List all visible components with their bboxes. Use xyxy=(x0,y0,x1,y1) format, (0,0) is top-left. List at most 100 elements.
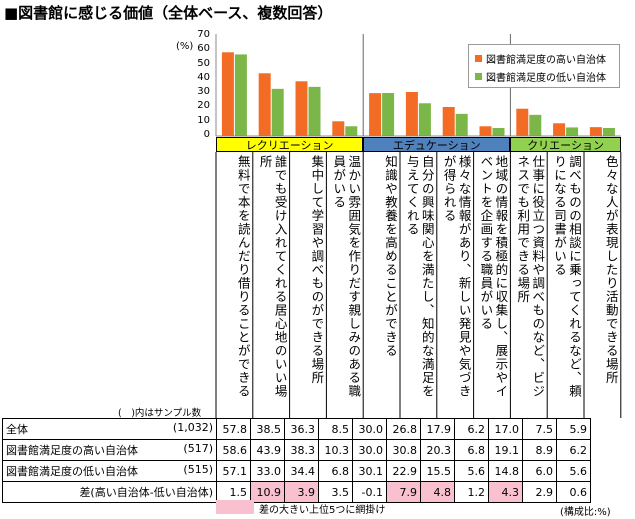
cell-diff-4: -0.1 xyxy=(352,481,387,503)
cell-high-4: 30.0 xyxy=(352,439,387,461)
category-label-5: 自分の興味関心を満たし、知的な満足を与えてくれる xyxy=(404,155,435,398)
table-unit-note: (構成比:%) xyxy=(560,507,611,518)
cell-high-8: 19.1 xyxy=(488,439,523,461)
legend-label-high: 図書館満足度の高い自治体 xyxy=(486,55,606,66)
cell-total-8: 17.0 xyxy=(488,418,523,440)
cell-low-2: 34.4 xyxy=(284,460,319,482)
category-label-4: 知識や教養を高めることができる xyxy=(382,155,398,358)
cell-diff-3: 3.5 xyxy=(318,481,353,503)
cell-total-0: 57.8 xyxy=(216,418,251,440)
legend-label-low: 図書館満足度の低い自治体 xyxy=(486,73,606,84)
cell-high-3: 10.3 xyxy=(318,439,353,461)
category-label-10: 色々な人が表現したり活動できる場所 xyxy=(603,155,619,385)
group-band-2: クリエーション xyxy=(510,137,621,152)
bar-low-2 xyxy=(308,86,321,136)
category-label-7: 地域の情報を積極的に収集し、展示やイベントを企画する職員がいる xyxy=(478,155,509,398)
cell-high-7: 6.8 xyxy=(454,439,489,461)
bar-high-8 xyxy=(516,108,529,136)
cell-low-10: 5.6 xyxy=(556,460,591,482)
cell-diff-7: 1.2 xyxy=(454,481,489,503)
sample-size-note: ( )内はサンプル数 xyxy=(118,408,202,419)
cell-low-1: 33.0 xyxy=(250,460,285,482)
row-label-high-text: 図書館満足度の高い自治体 xyxy=(6,444,138,457)
cell-low-3: 6.8 xyxy=(318,460,353,482)
row-label-high: 図書館満足度の高い自治体 (517) xyxy=(2,439,217,461)
cell-total-3: 8.5 xyxy=(318,418,353,440)
cell-high-6: 20.3 xyxy=(420,439,455,461)
cell-high-0: 58.6 xyxy=(216,439,251,461)
cell-total-6: 17.9 xyxy=(420,418,455,440)
row-label-low: 図書館満足度の低い自治体 (515) xyxy=(2,460,217,482)
bar-high-5 xyxy=(405,92,418,136)
y-tick-label: 40 xyxy=(197,71,210,83)
bar-high-1 xyxy=(258,73,271,136)
row-label-total: 全体 (1,032) xyxy=(2,418,217,440)
cell-diff-9: 2.9 xyxy=(522,481,557,503)
cell-high-9: 8.9 xyxy=(522,439,557,461)
group-band-0: レクリエーション xyxy=(216,137,364,152)
cell-diff-10: 0.6 xyxy=(556,481,591,503)
legend-item-low: 図書館満足度の低い自治体 xyxy=(475,69,606,84)
row-label-low-n: (515) xyxy=(183,463,213,476)
category-label-8: 仕事に役立つ資料や調べものなど、ビジネスでも利用できる場所 xyxy=(515,155,546,398)
table-row-low: 図書館満足度の低い自治体 (515) 57.1 33.0 34.4 6.8 30.1 22… xyxy=(2,460,591,482)
cell-high-1: 43.9 xyxy=(250,439,285,461)
legend-item-high: 図書館満足度の高い自治体 xyxy=(475,51,606,66)
cell-low-7: 5.6 xyxy=(454,460,489,482)
cell-total-10: 5.9 xyxy=(556,418,591,440)
category-label-0: 無料で本を読んだり借りることができる xyxy=(235,155,251,398)
bar-low-10 xyxy=(602,128,615,136)
bar-high-3 xyxy=(332,121,345,136)
category-label-1: 誰でも受け入れてくれる居心地のいい場所 xyxy=(257,155,288,398)
row-label-total-n: (1,032) xyxy=(172,421,213,434)
y-tick-label: 10 xyxy=(197,114,210,126)
cell-diff-1: 10.9 xyxy=(250,481,285,503)
cell-total-7: 6.2 xyxy=(454,418,489,440)
cell-diff-8: 4.3 xyxy=(488,481,523,503)
bar-low-8 xyxy=(529,114,542,136)
cell-total-4: 30.0 xyxy=(352,418,387,440)
cell-total-2: 36.3 xyxy=(284,418,319,440)
row-label-total-text: 全体 xyxy=(6,423,28,436)
bar-low-9 xyxy=(566,127,579,136)
cell-total-9: 7.5 xyxy=(522,418,557,440)
table-row-high: 図書館満足度の高い自治体 (517) 58.6 43.9 38.3 10.3 30.0 3… xyxy=(2,439,591,461)
cell-low-5: 22.9 xyxy=(386,460,421,482)
row-label-low-text: 図書館満足度の低い自治体 xyxy=(6,465,138,478)
bar-low-7 xyxy=(492,128,505,136)
cell-low-8: 14.8 xyxy=(488,460,523,482)
y-tick-label: 50 xyxy=(197,57,210,69)
bar-high-9 xyxy=(553,123,566,136)
bar-low-6 xyxy=(455,113,468,136)
chart-title: ■図書館に感じる価値（全体ベース、複数回答） xyxy=(4,4,333,22)
row-label-high-n: (517) xyxy=(183,442,213,455)
bar-high-7 xyxy=(479,126,492,136)
cell-low-4: 30.1 xyxy=(352,460,387,482)
bar-high-10 xyxy=(589,127,602,136)
bar-low-4 xyxy=(382,93,395,136)
legend-swatch-low xyxy=(475,73,482,80)
highlight-legend-swatch xyxy=(216,500,254,514)
y-tick-label: 60 xyxy=(197,43,210,55)
bar-high-4 xyxy=(369,93,382,136)
bar-low-3 xyxy=(345,126,358,136)
legend: 図書館満足度の高い自治体 図書館満足度の低い自治体 xyxy=(468,44,620,88)
data-table: 全体 (1,032) 57.8 38.5 36.3 8.5 30.0 26.8 17.9 6.… xyxy=(2,418,591,503)
bar-chart xyxy=(215,34,621,137)
cell-diff-0: 1.5 xyxy=(216,481,251,503)
cell-diff-2: 3.9 xyxy=(284,481,319,503)
table-row-total: 全体 (1,032) 57.8 38.5 36.3 8.5 30.0 26.8 17.9 6.… xyxy=(2,418,591,440)
highlight-legend-label: 差の大きい上位5つに網掛け xyxy=(259,505,386,516)
cell-low-0: 57.1 xyxy=(216,460,251,482)
category-label-2: 集中して学習や調べものができる場所 xyxy=(309,155,325,385)
y-tick-label: 70 xyxy=(197,29,210,40)
group-band-1: エデュケーション xyxy=(363,137,511,152)
category-label-9: 調べものの相談に乗ってくれるなど、頼りになる司書がいる xyxy=(551,155,582,398)
y-tick-label: 0 xyxy=(203,129,210,140)
cell-high-5: 30.8 xyxy=(386,439,421,461)
cell-low-9: 6.0 xyxy=(522,460,557,482)
cell-high-2: 38.3 xyxy=(284,439,319,461)
cell-high-10: 6.2 xyxy=(556,439,591,461)
cell-total-1: 38.5 xyxy=(250,418,285,440)
legend-swatch-high xyxy=(475,55,482,62)
